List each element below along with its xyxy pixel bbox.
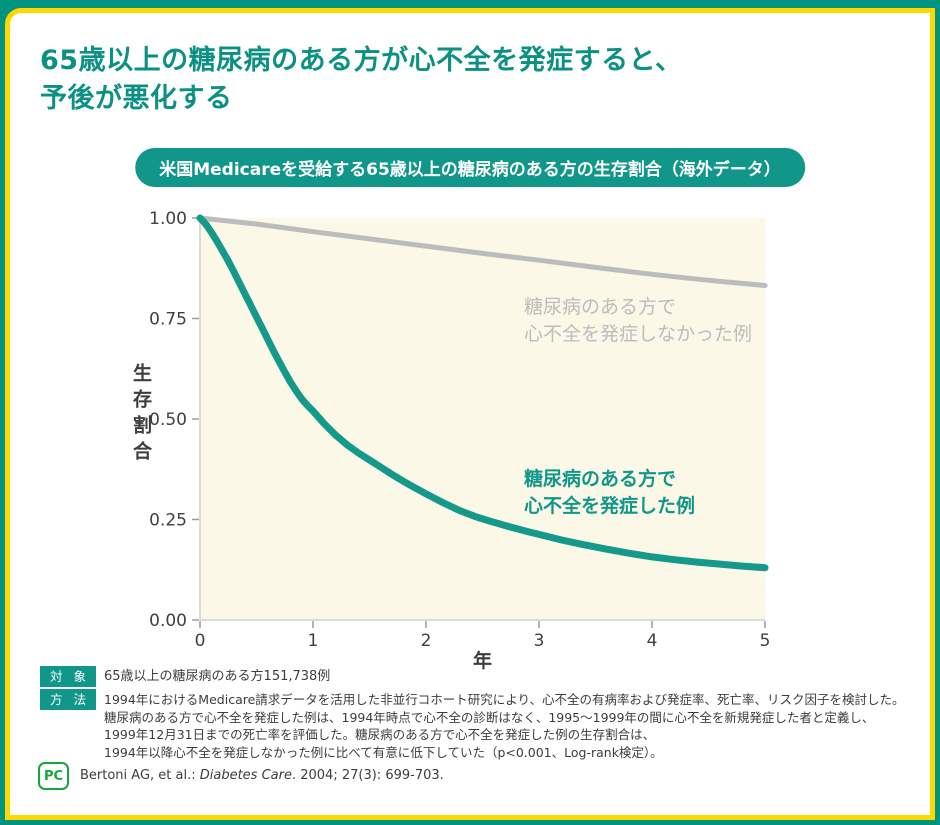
subject-badge: 対 象 bbox=[40, 666, 96, 687]
plot-area bbox=[200, 218, 765, 620]
survival-chart: 1.00 0.75 0.50 0.25 0.00 0 1 2 3 4 5 年 生存割合 糖尿病のある方… bbox=[120, 195, 820, 680]
x-tick-label: 4 bbox=[647, 631, 658, 651]
method-row: 方 法 1994年におけるMedicare請求データを活用した非並行コホート研究… bbox=[40, 689, 905, 761]
chart-title-badge: 米国Medicareを受給する65歳以上の糖尿病のある方の生存割合（海外データ） bbox=[135, 148, 805, 187]
page-title-line2: 予後が悪化する bbox=[40, 83, 233, 114]
y-tick-label: 0.50 bbox=[149, 410, 187, 430]
y-tick-label: 0.00 bbox=[149, 611, 187, 631]
y-tick-label: 0.25 bbox=[149, 510, 187, 530]
citation-detail: . 2004; 27(3): 699-703. bbox=[291, 768, 444, 783]
citation-authors: Bertoni AG, et al.: bbox=[80, 768, 200, 783]
y-tick-label: 1.00 bbox=[149, 209, 187, 229]
citation: Bertoni AG, et al.: Diabetes Care. 2004;… bbox=[80, 768, 444, 783]
citation-journal: Diabetes Care bbox=[199, 768, 292, 783]
method-text: 1994年におけるMedicare請求データを活用した非並行コホート研究により、… bbox=[104, 689, 905, 761]
x-tick-label: 0 bbox=[195, 631, 206, 651]
x-tick-label: 5 bbox=[760, 631, 771, 651]
y-axis-title: 生存割合 bbox=[130, 363, 152, 467]
y-tick-label: 0.75 bbox=[149, 309, 187, 329]
subject-row: 対 象 65歳以上の糖尿病のある方151,738例 bbox=[40, 666, 330, 687]
page-title-line1: 65歳以上の糖尿病のある方が心不全を発症すると、 bbox=[40, 45, 683, 76]
x-tick-label: 1 bbox=[308, 631, 319, 651]
method-line: 1999年12月31日までの死亡率を評価した。糖尿病のある方で心不全を発症した例… bbox=[104, 727, 656, 743]
series-label-no-heart-failure: 糖尿病のある方で 心不全を発症しなかった例 bbox=[524, 296, 753, 345]
method-line: 1994年以降心不全を発症しなかった例に比べて有意に低下していた（p<0.001… bbox=[104, 744, 663, 760]
series-curve-1 bbox=[196, 214, 769, 572]
pc-logo: PC bbox=[38, 762, 69, 790]
method-line: 1994年におけるMedicare請求データを活用した非並行コホート研究により、… bbox=[104, 692, 905, 707]
page-title: 65歳以上の糖尿病のある方が心不全を発症すると、 予後が悪化する bbox=[40, 42, 683, 118]
method-line: 糖尿病のある方で心不全を発症した例は、1994年時点で心不全の診断はなく、199… bbox=[104, 709, 875, 725]
x-tick-label: 2 bbox=[421, 631, 432, 651]
x-axis-title: 年 bbox=[473, 649, 492, 672]
series-label-heart-failure: 糖尿病のある方で 心不全を発症した例 bbox=[524, 468, 696, 517]
x-tick-label: 3 bbox=[534, 631, 545, 651]
subject-text: 65歳以上の糖尿病のある方151,738例 bbox=[104, 669, 331, 684]
method-badge: 方 法 bbox=[40, 689, 96, 710]
series-curve-0 bbox=[197, 215, 768, 288]
chart-canvas: 1.00 0.75 0.50 0.25 0.00 0 1 2 3 4 5 年 bbox=[149, 209, 771, 672]
